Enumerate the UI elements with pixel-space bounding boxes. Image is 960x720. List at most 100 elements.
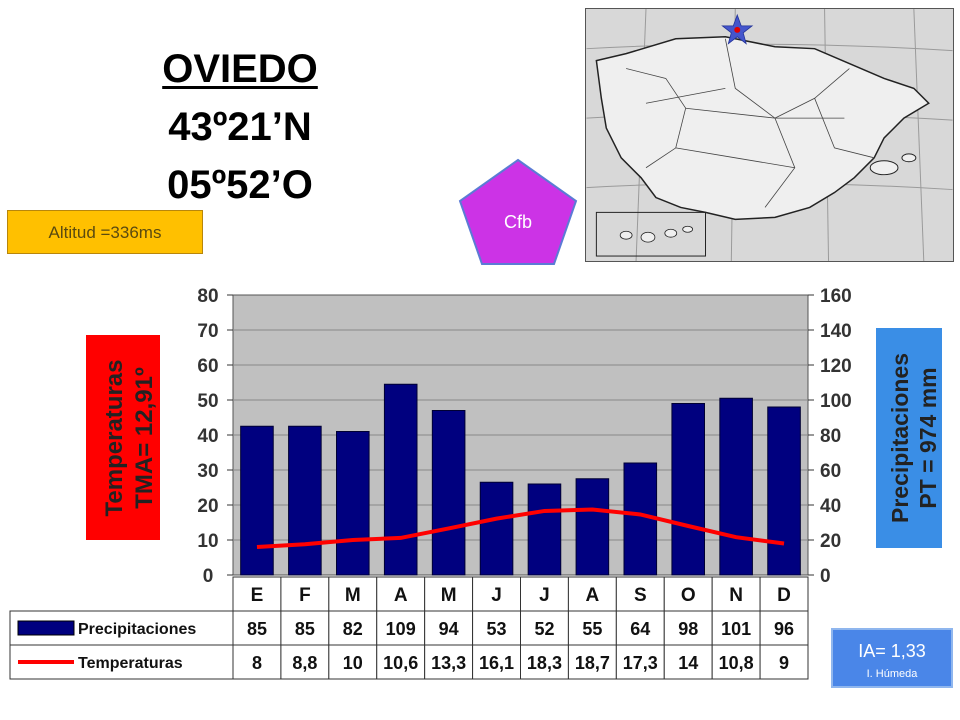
aridity-index: IA= 1,33 <box>858 641 926 661</box>
precip-bar <box>479 481 514 576</box>
temperature-axis-badge: Temperaturas TMA= 12,91º <box>86 335 160 540</box>
legend-bar-swatch <box>17 620 75 636</box>
table-cell <box>520 576 569 612</box>
month-label: N <box>729 585 743 606</box>
table-cell <box>663 610 713 646</box>
precip-bar <box>431 410 466 576</box>
precip-bar <box>767 406 801 576</box>
left-tick-label: 0 <box>203 566 214 587</box>
left-tick-label: 20 <box>197 496 218 517</box>
month-label: J <box>491 585 502 606</box>
temp-value: 13,3 <box>431 653 466 673</box>
right-tick-label: 100 <box>820 391 852 412</box>
left-tick-label: 80 <box>197 286 218 307</box>
precip-value: 64 <box>630 619 650 639</box>
right-tick-label: 160 <box>820 286 852 307</box>
pentagon-shape <box>458 158 578 265</box>
table-cell <box>615 610 665 646</box>
iberia-landmass <box>595 36 930 221</box>
table-cell <box>424 644 474 680</box>
table-cell <box>328 576 378 612</box>
tma-label: TMA= 12,91º <box>131 367 158 509</box>
temperature-line <box>256 507 785 549</box>
table-cell <box>376 644 426 680</box>
location-dot <box>734 26 741 33</box>
koppen-label: Cfb <box>504 212 532 232</box>
precip-bar <box>527 483 562 576</box>
map-regions <box>626 38 875 208</box>
precip-bar <box>383 383 418 576</box>
month-label: E <box>251 585 264 606</box>
right-tick-label: 20 <box>820 531 841 552</box>
month-label: M <box>441 585 457 606</box>
precip-bar <box>719 397 753 576</box>
precipitation-axis-badge: Precipitaciones PT = 974 mm <box>876 328 942 548</box>
temp-value: 9 <box>779 653 789 673</box>
temp-value: 18,7 <box>575 653 610 673</box>
table-cell <box>567 610 617 646</box>
precip-bar <box>671 403 706 576</box>
altitude-badge: Altitud =336ms <box>7 210 203 254</box>
precip-value: 85 <box>247 619 267 639</box>
data-table: Precipitaciones Temperaturas E 85 8 F 85 8,8 M 82… <box>9 576 809 680</box>
temp-axis-label: Temperaturas <box>101 360 128 517</box>
aridity-class: I. Húmeda <box>866 668 918 680</box>
precip-value: 55 <box>582 619 602 639</box>
month-label: F <box>299 585 311 606</box>
precip-bars <box>240 383 801 576</box>
left-tick-label: 50 <box>197 391 218 412</box>
table-cell <box>472 576 522 612</box>
right-tick-label: 0 <box>820 566 831 587</box>
table-cell <box>567 576 617 612</box>
longitude: 05º52’O <box>167 163 313 207</box>
left-tick-label: 40 <box>197 426 218 447</box>
latitude: 43º21’N <box>168 105 312 149</box>
temp-value: 8,8 <box>292 653 317 673</box>
station-title: OVIEDO 43º21’N 05º52’O <box>150 40 330 214</box>
table-cell <box>472 610 522 646</box>
aridity-index-badge: IA= 1,33 I. Húmeda <box>831 628 953 688</box>
table-cell <box>376 610 426 646</box>
left-axis-ticks: 80 70 60 50 40 30 20 10 0 <box>197 286 233 587</box>
canary-islands <box>619 225 694 243</box>
month-label: A <box>586 585 600 606</box>
table-cell <box>759 610 809 646</box>
right-tick-label: 40 <box>820 496 841 517</box>
koppen-badge: Cfb <box>458 158 578 265</box>
precip-bar <box>336 431 370 576</box>
temp-badge-bg <box>86 335 160 540</box>
precip-value: 53 <box>487 619 507 639</box>
precip-value: 98 <box>678 619 698 639</box>
table-cell <box>520 644 569 680</box>
left-tick-label: 10 <box>197 531 218 552</box>
precip-value: 101 <box>721 619 751 639</box>
month-label: J <box>539 585 550 606</box>
table-cell <box>663 644 713 680</box>
city-name: OVIEDO <box>162 47 318 91</box>
left-tick-label: 60 <box>197 356 218 377</box>
table-cell <box>711 610 761 646</box>
temp-value: 17,3 <box>623 653 658 673</box>
right-tick-label: 120 <box>820 356 852 377</box>
table-cell <box>424 576 474 612</box>
table-cell <box>280 576 330 612</box>
right-tick-label: 60 <box>820 461 841 482</box>
temp-value: 16,1 <box>479 653 514 673</box>
precip-bar <box>288 425 322 576</box>
month-label: O <box>681 585 696 606</box>
location-map <box>585 8 954 262</box>
right-tick-label: 80 <box>820 426 841 447</box>
precip-axis-label: Precipitaciones <box>887 353 913 523</box>
map-islands <box>869 153 917 176</box>
legend-temp-label: Temperaturas <box>78 655 183 672</box>
precip-value: 85 <box>295 619 315 639</box>
precip-value: 96 <box>774 619 794 639</box>
precip-bar <box>240 425 274 576</box>
precip-value: 82 <box>343 619 363 639</box>
table-cell <box>232 644 282 680</box>
temp-value: 10,8 <box>719 653 754 673</box>
temp-value: 8 <box>252 653 262 673</box>
precip-badge-bg <box>876 328 942 548</box>
temp-value: 14 <box>678 653 698 673</box>
left-tick-label: 70 <box>197 321 218 342</box>
